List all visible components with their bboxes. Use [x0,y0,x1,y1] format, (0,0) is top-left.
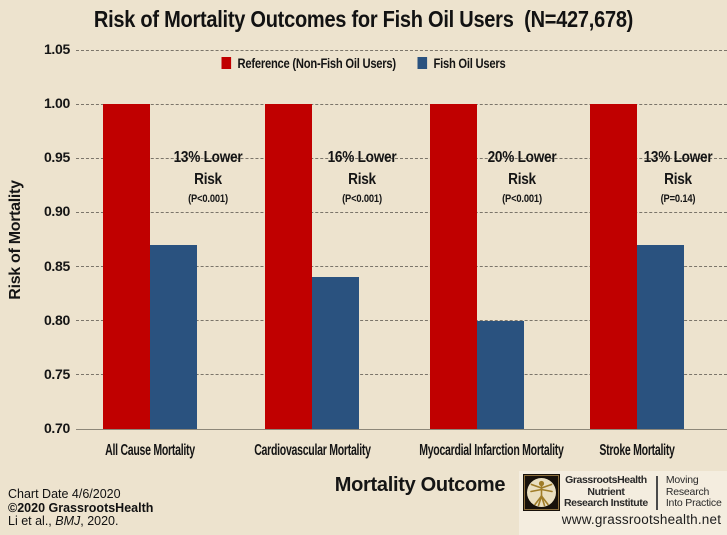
copyright: ©2020 GrassrootsHealth [8,500,154,515]
logo-tagline-line: Research [665,485,710,498]
bar-reference-3 [430,104,477,429]
gridline-0.75 [76,374,727,376]
annotation-text: Risk [664,171,692,188]
legend-swatch-reference [221,57,232,69]
citation-post: , 2020. [80,514,119,528]
annotation-text: Risk [194,171,222,188]
y-tick-label-0.95: 0.95 [43,149,70,166]
website-url: www.grassrootshealth.net [561,512,722,527]
bar-fish-oil-users-2 [312,277,359,429]
legend-label-reference: Reference (Non-Fish Oil Users) [237,55,397,71]
bar-reference-4 [590,104,637,429]
legend-swatch-fish-oil [417,57,428,69]
y-tick-label-1.05: 1.05 [43,41,70,57]
annotation-1: 13% Lower Risk (P<0.001) [153,147,264,207]
citation-pre: Li et al., [8,514,56,528]
footer-credits: Chart Date 4/6/2020 ©2020 GrassrootsHeal… [8,487,154,529]
annotation-text: (P<0.001) [502,193,542,205]
legend: Reference (Non-Fish Oil Users) Fish Oil … [73,55,655,71]
y-tick-label-0.85: 0.85 [43,257,70,274]
logo-panel: GrassrootsHealth Nutrient Research Insti… [519,471,727,535]
annotation-text: Risk [348,171,376,188]
annotation-3: 20% Lower Risk (P<0.001) [467,147,578,207]
legend-label-fish-oil: Fish Oil Users [433,55,506,71]
annotation-text: 16% Lower [327,149,397,166]
gridline-0.85 [76,266,727,268]
annotation-text: (P<0.001) [188,193,228,205]
gridline-1.00 [76,103,727,105]
logo-org-line: Nutrient [587,485,625,498]
annotation-text: 13% Lower [643,149,713,166]
logo-org-name: GrassrootsHealth Nutrient Research Insti… [564,475,648,510]
gridline-0.90 [76,211,727,213]
x-axis-title: Mortality Outcome [334,474,506,496]
annotation-text: (P=0.14) [660,193,696,205]
bar-fish-oil-users-3 [477,320,524,429]
logo-org-line: Research Institute [564,497,648,510]
annotation-4: 13% Lower Risk (P=0.14) [623,147,727,207]
gridline-0.95 [76,157,727,159]
annotation-text: 20% Lower [487,149,557,166]
y-tick-label-0.80: 0.80 [43,311,70,328]
annotation-2: 16% Lower Risk (P<0.001) [307,147,418,207]
logo-row: GrassrootsHealth Nutrient Research Insti… [523,474,724,511]
bar-fish-oil-users-4 [637,244,684,429]
bar-fish-oil-users-1 [150,244,197,429]
x-category-label: Myocardial Infarction Mortality [419,442,564,459]
gridline-1.05 [76,49,727,51]
logo-tagline-line: Into Practice [665,497,722,510]
bar-reference-2 [265,104,312,429]
vitruvian-man-icon [523,474,560,511]
y-tick-label-0.75: 0.75 [43,365,70,382]
x-category-label: All Cause Mortality [105,442,195,459]
logo-org-line: GrassrootsHealth [565,474,647,487]
chart-title: Risk of Mortality Outcomes for Fish Oil … [93,6,634,32]
x-category-label: Cardiovascular Mortality [254,442,371,459]
annotation-text: Risk [508,171,536,188]
logo-tagline: Moving Research Into Practice [666,475,722,510]
gridline-0.80 [76,320,727,322]
logo-divider [655,475,658,510]
y-tick-label-1.00: 1.00 [43,95,70,112]
logo-tagline-line: Moving [665,474,699,487]
bar-reference-1 [103,104,150,429]
citation: Li et al., BMJ, 2020. [8,514,153,529]
citation-journal: BMJ [55,514,81,528]
annotation-text: 13% Lower [173,149,243,166]
legend-item-reference: Reference (Non-Fish Oil Users) [221,55,397,71]
chart-date: Chart Date 4/6/2020 [8,487,121,501]
gridline-0.70 [76,428,727,430]
y-tick-label-0.70: 0.70 [43,420,70,436]
y-tick-label-0.90: 0.90 [43,203,70,220]
x-category-label: Stroke Mortality [599,442,675,459]
legend-item-fish-oil: Fish Oil Users [417,55,506,71]
annotation-text: (P<0.001) [342,193,382,205]
